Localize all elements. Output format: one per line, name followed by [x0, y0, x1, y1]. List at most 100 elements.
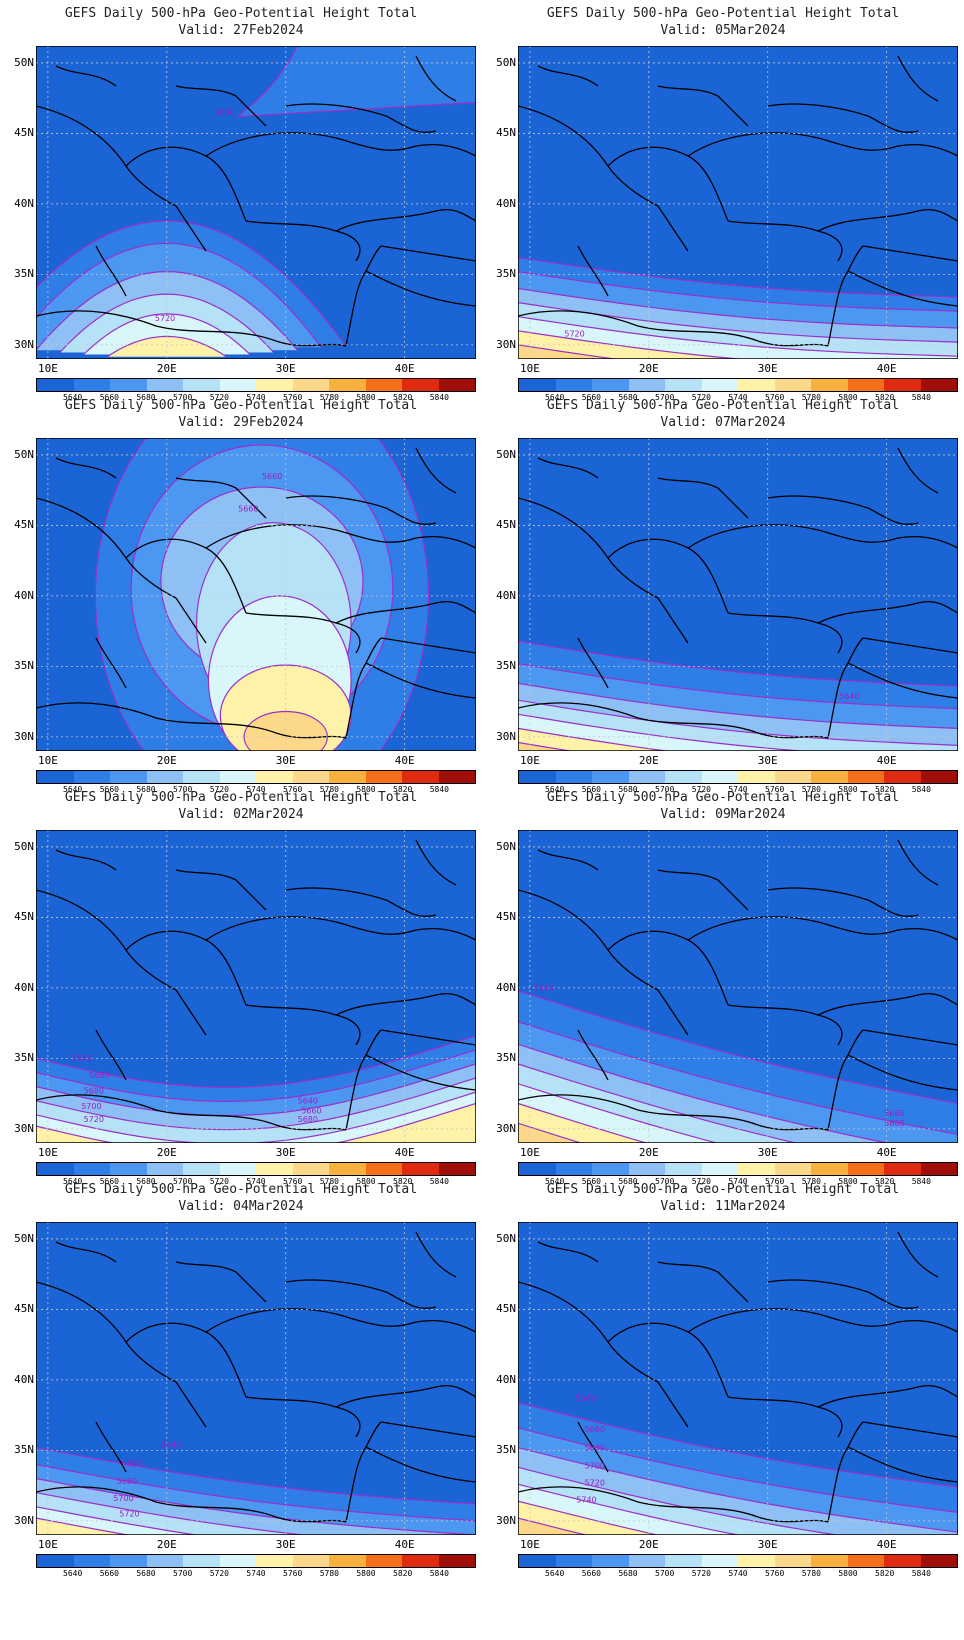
height-fill-band: [518, 714, 958, 751]
colorbar-level-label: 5780: [319, 393, 339, 402]
contour-label: 5680: [298, 1115, 318, 1124]
map-plot: 5640 5660 5680 5700 5720 5740: [518, 1222, 958, 1535]
colorbar-level-label: 5680: [618, 393, 638, 402]
height-contour: [518, 1483, 742, 1535]
colorbar-swatch: [847, 1555, 884, 1567]
colorbar-swatch: [73, 1163, 110, 1175]
coastline: [95, 1029, 127, 1081]
colorbar-swatch: [847, 771, 884, 783]
colorbar-swatch: [811, 1555, 848, 1567]
coastline: [897, 839, 939, 886]
coastline: [125, 146, 247, 222]
coastline: [36, 1094, 347, 1131]
coastline: [285, 887, 437, 917]
colorbar-swatch: [402, 379, 439, 391]
colorbar-swatch: [146, 1555, 183, 1567]
colorbar-swatch: [701, 1555, 738, 1567]
colorbar-level-label: 5740: [246, 1177, 266, 1186]
colorbar-level-label: 5720: [691, 1569, 711, 1578]
colorbar-swatch: [329, 379, 366, 391]
coastline: [577, 245, 609, 297]
height-contour: [36, 1463, 476, 1522]
panel-valid-date: Valid: 07Mar2024: [660, 415, 786, 430]
coastline: [817, 993, 958, 1016]
coastline: [415, 839, 457, 886]
lon-tick-label: 10E: [37, 1538, 58, 1551]
coastline: [345, 637, 382, 739]
contour-label: 5660: [238, 504, 258, 513]
colorbar-swatch: [292, 379, 329, 391]
colorbar-level-label: 5720: [209, 393, 229, 402]
coastline: [687, 524, 958, 549]
lat-tick-label: 50N: [496, 839, 516, 853]
height-contour: [518, 1466, 841, 1535]
coastline: [847, 662, 958, 699]
colorbar-level-label: 5680: [136, 1177, 156, 1186]
coastline: [125, 930, 247, 1006]
panel-valid-date: Valid: 11Mar2024: [660, 1199, 786, 1214]
lon-tick-label: 40E: [394, 754, 415, 767]
coastline: [727, 612, 843, 654]
coastline: [380, 1029, 476, 1046]
colorbar-swatch: [738, 1163, 775, 1175]
colorbar-level-label: 5740: [246, 1569, 266, 1578]
colorbar-swatch: [292, 771, 329, 783]
height-contour: [36, 1447, 476, 1505]
lon-tick-label: 20E: [638, 1146, 659, 1159]
colorbar-swatch: [592, 1163, 629, 1175]
coastline: [727, 1396, 843, 1438]
coastline: [767, 1279, 919, 1309]
colorbar-level-label: 5740: [728, 1569, 748, 1578]
panel-valid-date: Valid: 02Mar2024: [178, 807, 304, 822]
coastline: [365, 1446, 476, 1483]
panel-valid-date: Valid: 27Feb2024: [178, 23, 304, 38]
colorbar-swatch: [402, 771, 439, 783]
lat-tick-label: 45N: [14, 126, 34, 140]
colorbar-level-label: 5640: [63, 1177, 83, 1186]
colorbar-level-label: 5640: [545, 393, 565, 402]
colorbar-swatch: [920, 379, 957, 391]
colorbar-swatch: [365, 1163, 402, 1175]
colorbar-level-label: 5740: [728, 785, 748, 794]
colorbar-swatch: [847, 1163, 884, 1175]
colorbar-level-label: 5660: [581, 393, 601, 402]
height-fill-band: [518, 1083, 958, 1143]
colorbar-level-label: 5760: [765, 785, 785, 794]
lat-tick-label: 40N: [14, 980, 34, 994]
colorbar-swatch: [628, 379, 665, 391]
lon-tick-label: 30E: [275, 362, 296, 375]
colorbar-swatch: [811, 771, 848, 783]
coastline: [537, 457, 599, 479]
colorbar-level-label: 5840: [429, 785, 449, 794]
height-contour: [518, 1021, 958, 1136]
colorbar-level-label: 5800: [838, 1177, 858, 1186]
colorbar-level-label: 5780: [319, 1569, 339, 1578]
colorbar-swatch: [37, 1163, 74, 1175]
colorbar-swatch: [519, 771, 556, 783]
colorbar-swatch: [110, 1555, 147, 1567]
height-fill-band: [518, 1484, 958, 1535]
coastline: [345, 1029, 382, 1131]
colorbar-level-label: 5840: [429, 1177, 449, 1186]
colorbar-level-label: 5680: [136, 1569, 156, 1578]
colorbar-swatch: [665, 1163, 702, 1175]
height-contour: [518, 663, 958, 710]
colorbar-level-label: 5800: [838, 785, 858, 794]
map-plot: 5640: [518, 438, 958, 751]
lon-tick-label: 40E: [394, 1146, 415, 1159]
colorbar-swatch: [592, 1555, 629, 1567]
colorbar-swatch: [519, 1555, 556, 1567]
contour-label: 5740: [576, 1496, 596, 1505]
colorbar-swatch: [329, 1555, 366, 1567]
contour-label: 5720: [564, 329, 584, 338]
coastline: [36, 702, 347, 739]
coastline: [55, 1241, 117, 1263]
colorbar-level-label: 5780: [801, 1177, 821, 1186]
lat-tick-label: 30N: [496, 1121, 516, 1135]
lon-tick-label: 20E: [638, 362, 659, 375]
height-fill-band: [518, 728, 958, 751]
coastline: [687, 916, 958, 941]
coastline: [205, 524, 476, 549]
colorbar-swatch: [146, 379, 183, 391]
colorbar-swatch: [665, 1555, 702, 1567]
